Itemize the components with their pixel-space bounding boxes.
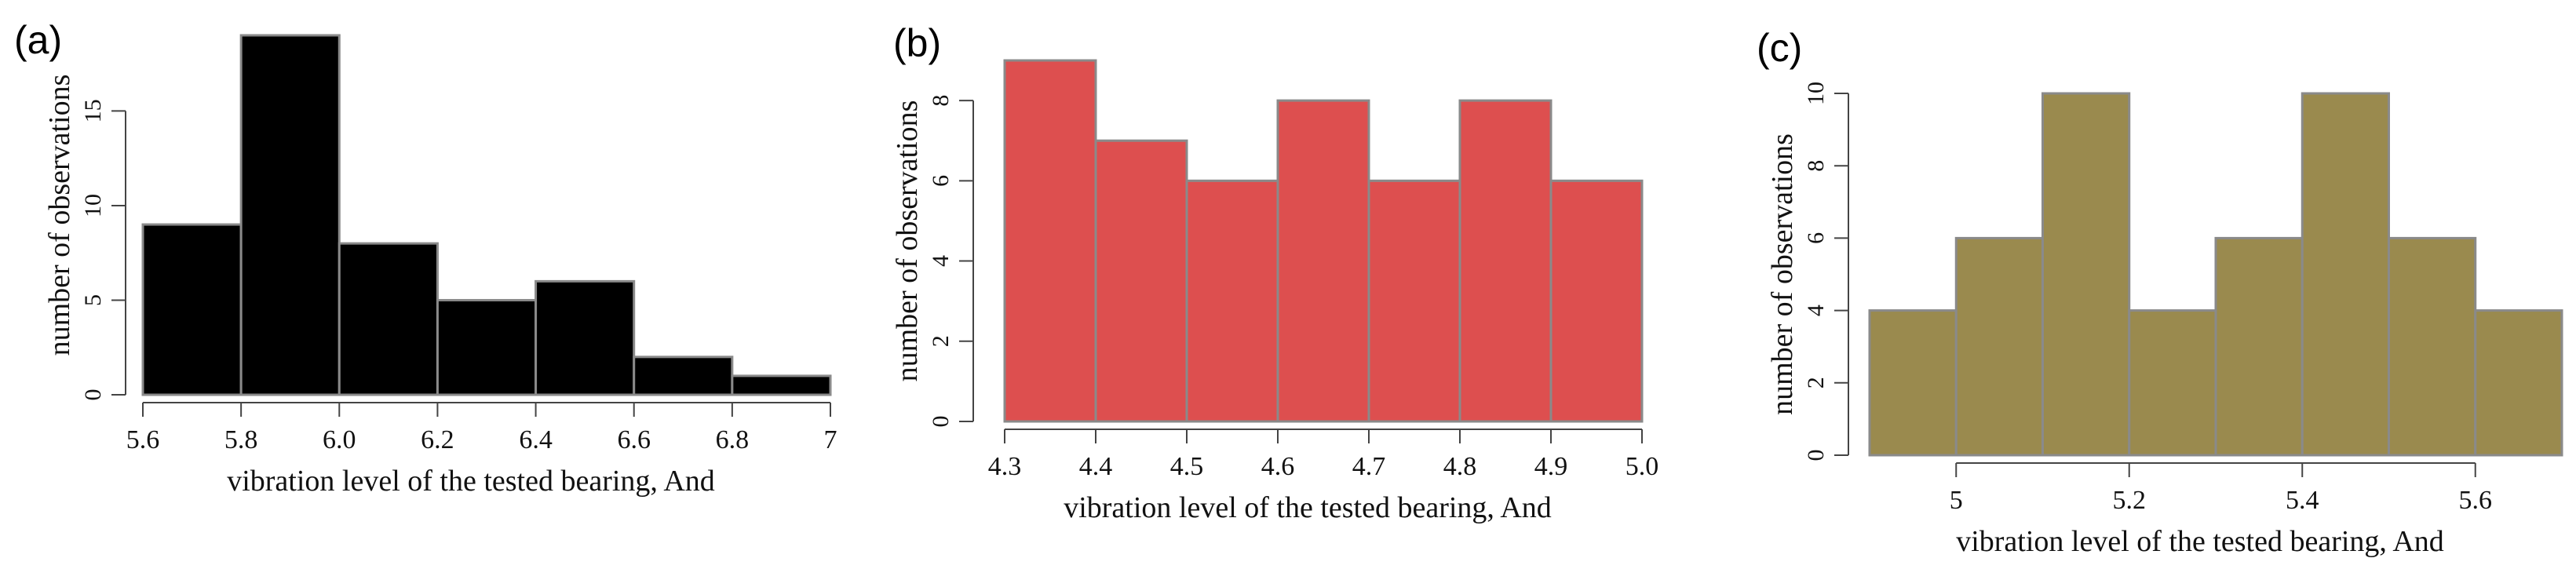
y-tick-label: 8 (928, 95, 954, 107)
x-tick-label: 7 (824, 425, 837, 454)
x-tick-label: 5.6 (2459, 486, 2493, 515)
histogram-c: 5 5.2 5.4 5.6 0 2 4 6 8 10 vibration level of the … (1766, 82, 2563, 558)
bar-5 (1458, 99, 1553, 423)
bar-5 (2301, 92, 2390, 457)
x-tick-label: 6.8 (716, 425, 750, 454)
bar-1 (239, 34, 341, 396)
histogram-a: 5.6 5.8 6.0 6.2 6.4 6.6 6.8 7 0 5 10 15 vibration le… (43, 34, 837, 498)
y-axis-title: number of observations (891, 100, 924, 382)
y-tick-label: 4 (1803, 305, 1829, 316)
y-tick-label: 4 (928, 255, 954, 267)
y-tick-label: 0 (80, 389, 106, 401)
y-tick-label: 5 (80, 294, 106, 306)
y-tick-label: 0 (928, 416, 954, 428)
x-tick-label: 5.0 (1626, 452, 1659, 481)
bar-1 (1954, 236, 2044, 457)
bar-6 (731, 374, 832, 396)
panel-label-c: (c) (1757, 26, 1802, 70)
x-tick-label: 6.4 (519, 425, 553, 454)
y-axis-title: number of observations (1766, 133, 1799, 415)
bar-0 (1003, 59, 1097, 423)
x-tick-label: 5.2 (2113, 486, 2147, 515)
bar-6 (1549, 179, 1644, 423)
bar-2 (2041, 92, 2131, 457)
bar-5 (633, 356, 734, 396)
bar-1 (1094, 139, 1188, 423)
x-tick-label: 4.5 (1170, 452, 1204, 481)
bar-3 (436, 298, 538, 396)
y-tick-label: 6 (928, 175, 954, 187)
x-axis-title: vibration level of the tested bearing, A… (1064, 491, 1552, 524)
x-tick-label: 6.6 (617, 425, 651, 454)
x-tick-label: 4.3 (988, 452, 1022, 481)
x-tick-label: 4.9 (1534, 452, 1568, 481)
y-tick-label: 8 (1803, 160, 1829, 172)
bar-3 (1276, 99, 1370, 423)
y-tick-label: 2 (1803, 377, 1829, 388)
panel-label-a: (a) (14, 18, 62, 62)
y-tick-label: 6 (1803, 232, 1829, 244)
bar-6 (2388, 236, 2477, 457)
y-tick-label: 10 (1803, 82, 1829, 105)
bar-2 (1185, 179, 1279, 423)
x-tick-label: 6.2 (421, 425, 454, 454)
x-tick-label: 5.4 (2286, 486, 2319, 515)
bar-7 (2474, 309, 2563, 457)
y-axis-title: number of observations (43, 75, 76, 356)
bar-4 (2214, 236, 2304, 457)
x-tick-label: 5.8 (224, 425, 258, 454)
histogram-b: 4.3 4.4 4.5 4.6 4.7 4.8 4.9 5.0 0 2 4 6 8 vibration l… (891, 59, 1659, 524)
bar-4 (535, 279, 636, 396)
x-tick-label: 5 (1950, 486, 1963, 515)
x-axis-title: vibration level of the tested bearing, A… (1956, 525, 2444, 558)
x-tick-label: 5.6 (126, 425, 160, 454)
bar-0 (141, 223, 243, 396)
x-tick-label: 4.4 (1079, 452, 1113, 481)
y-tick-label: 2 (928, 335, 954, 347)
y-tick-label: 0 (1803, 450, 1829, 461)
bar-3 (2128, 309, 2217, 457)
x-tick-label: 4.8 (1443, 452, 1477, 481)
bar-2 (338, 242, 439, 396)
x-tick-label: 4.6 (1261, 452, 1295, 481)
x-tick-label: 6.0 (323, 425, 356, 454)
x-tick-label: 4.7 (1352, 452, 1386, 481)
bar-4 (1367, 179, 1461, 423)
panel-label-b: (b) (893, 21, 941, 65)
y-tick-label: 15 (80, 99, 106, 122)
x-axis-title: vibration level of the tested bearing, A… (227, 465, 715, 498)
bar-0 (1868, 309, 1958, 457)
y-tick-label: 10 (80, 194, 106, 217)
